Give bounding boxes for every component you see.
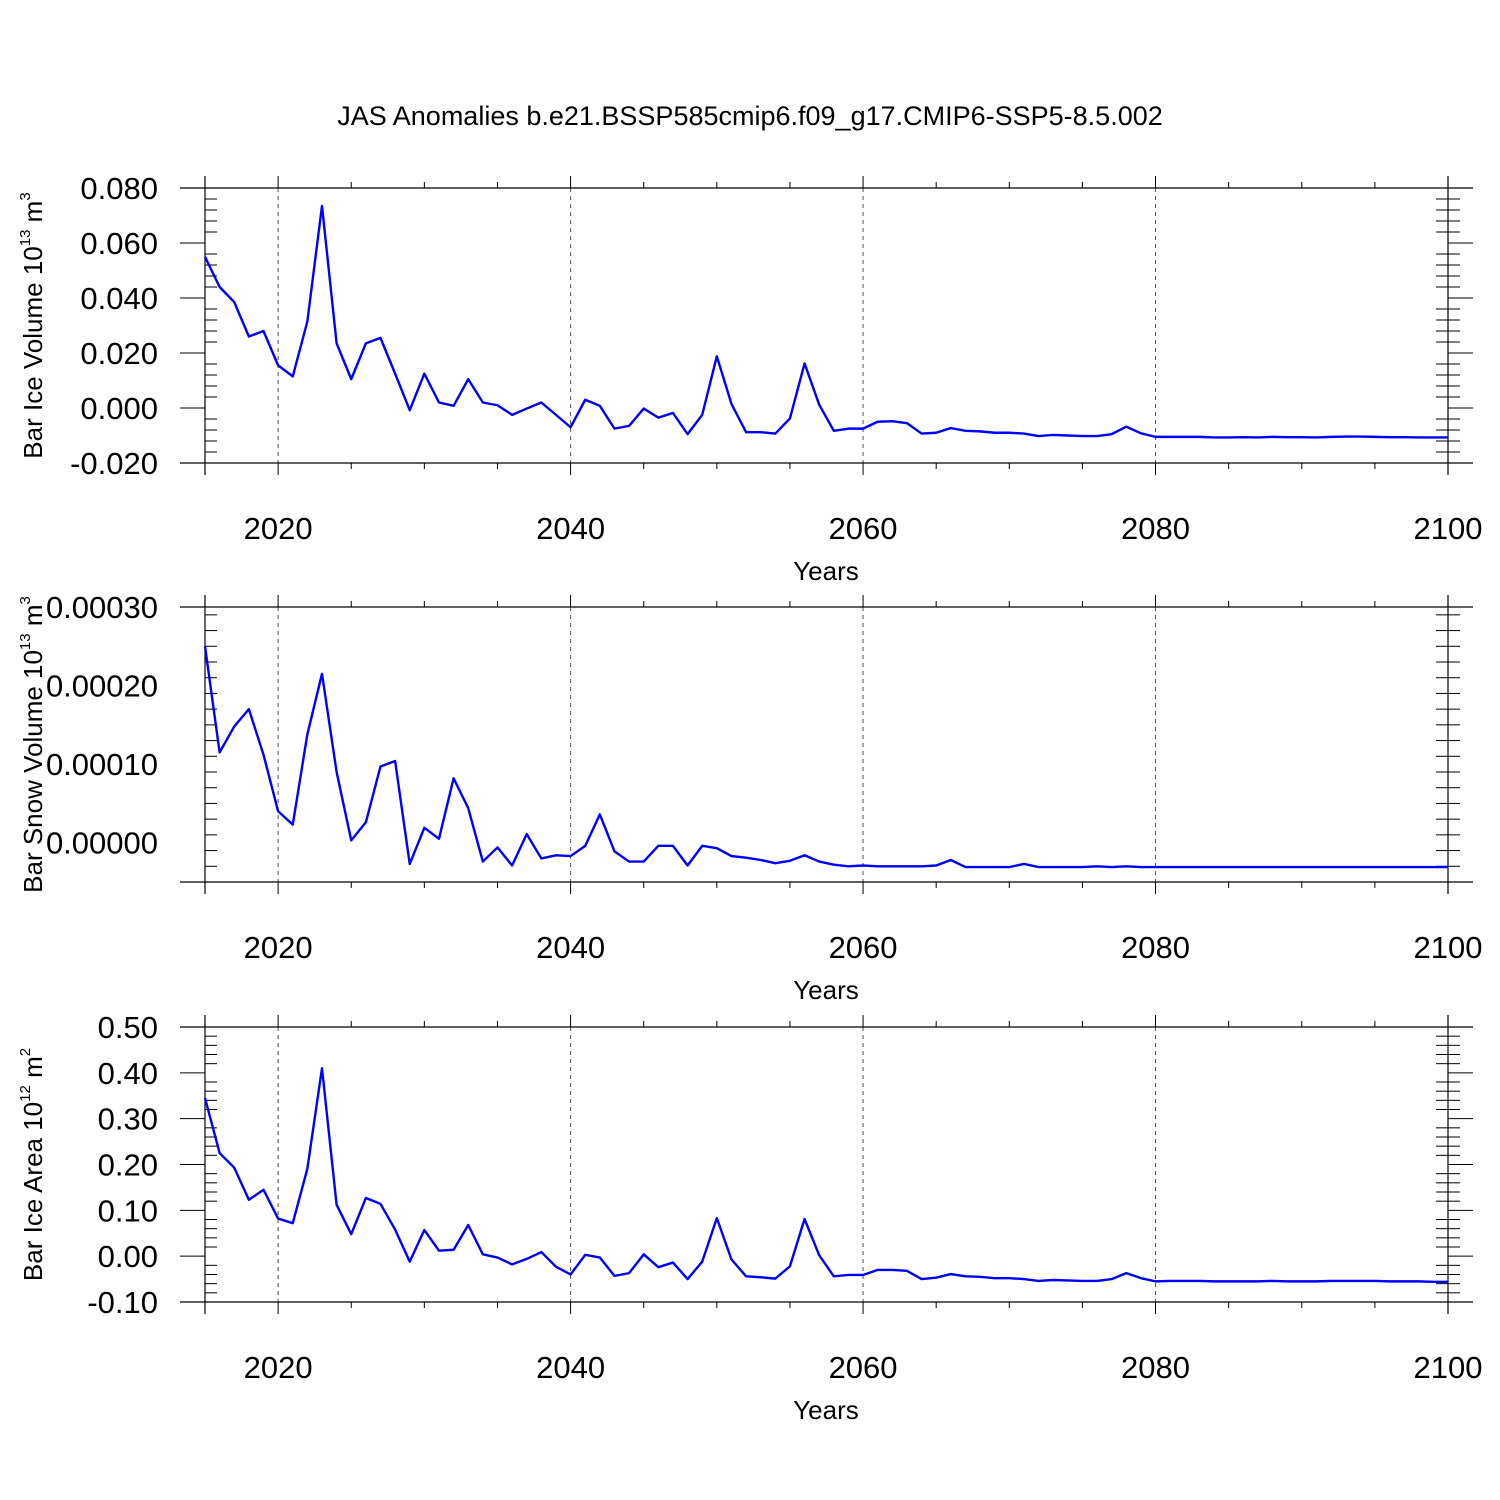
y-axis-label-text: Bar Ice Area 10 — [18, 1102, 48, 1281]
y-tick-label: 0.10 — [98, 1193, 158, 1228]
x-axis-label: Years — [793, 556, 859, 586]
y-axis-label: Bar Ice Volume 1013 m3 — [17, 192, 48, 458]
x-axis-label: Years — [793, 1395, 859, 1425]
x-tick-label: 2080 — [1121, 1350, 1190, 1385]
y-axis-label-text: Bar Snow Volume 10 — [18, 650, 48, 893]
y-axis-label: Bar Snow Volume 1013 m3 — [17, 596, 48, 893]
panel-snow-volume: 0.00030 0.00020 0.00010 0.00000 2020 2040 2060… — [17, 590, 1482, 1005]
x-tick-label: 2080 — [1121, 930, 1190, 965]
x-tick-label: 2060 — [829, 511, 898, 546]
y-tick-label: 0.040 — [80, 281, 158, 316]
x-tick-label: 2040 — [536, 930, 605, 965]
y-tick-label: 0.20 — [98, 1148, 158, 1183]
y-axis-label-unit: m — [18, 1056, 48, 1085]
y-axis-label: Bar Ice Area 1012 m2 — [17, 1048, 48, 1281]
y-tick-label: 0.30 — [98, 1102, 158, 1137]
y-tick-label: -0.020 — [70, 446, 158, 481]
y-axis-label-unit: m — [18, 604, 48, 633]
y-tick-label: -0.10 — [87, 1285, 158, 1320]
y-axis-label-exponent: 13 — [17, 633, 34, 650]
x-tick-label: 2060 — [829, 1350, 898, 1385]
x-tick-label: 2060 — [829, 930, 898, 965]
y-tick-label: 0.060 — [80, 226, 158, 261]
x-tick-label: 2040 — [536, 1350, 605, 1385]
y-tick-label: 0.40 — [98, 1056, 158, 1091]
y-tick-label: 0.00020 — [46, 669, 158, 704]
y-tick-label: 0.00000 — [46, 826, 158, 861]
panel-ice-area: 0.50 0.40 0.30 0.20 0.10 0.00 -0.10 2020 2040 206… — [17, 1010, 1482, 1425]
y-tick-label: 0.020 — [80, 336, 158, 371]
series-line — [203, 1067, 1448, 1284]
x-tick-label: 2100 — [1414, 1350, 1483, 1385]
y-axis-label-text: Bar Ice Volume 10 — [18, 246, 48, 458]
y-tick-label: 0.00 — [98, 1239, 158, 1274]
y-tick-label: 0.000 — [80, 391, 158, 426]
y-axis-label-unit: m — [18, 201, 48, 230]
y-axis-label-exponent: 13 — [17, 230, 34, 247]
x-tick-label: 2100 — [1414, 511, 1483, 546]
y-axis-label-unit-exponent: 3 — [17, 596, 34, 604]
y-axis-label-unit-exponent: 2 — [17, 1048, 34, 1056]
x-tick-label: 2100 — [1414, 930, 1483, 965]
x-tick-label: 2020 — [244, 511, 313, 546]
x-tick-label: 2080 — [1121, 511, 1190, 546]
x-tick-label: 2020 — [244, 930, 313, 965]
y-axis-label-exponent: 12 — [17, 1085, 34, 1102]
series-line — [203, 204, 1448, 439]
panel-ice-volume: 0.080 0.060 0.040 0.020 0.000 -0.020 2020 2040 2… — [17, 171, 1482, 586]
chart-title: JAS Anomalies b.e21.BSSP585cmip6.f09_g17… — [337, 101, 1163, 131]
y-tick-label: 0.00010 — [46, 747, 158, 782]
series-line — [203, 646, 1448, 869]
x-tick-label: 2040 — [536, 511, 605, 546]
x-tick-label: 2020 — [244, 1350, 313, 1385]
x-axis-label: Years — [793, 975, 859, 1005]
y-axis-label-unit-exponent: 3 — [17, 192, 34, 200]
y-tick-label: 0.50 — [98, 1010, 158, 1045]
y-tick-label: 0.080 — [80, 171, 158, 206]
y-tick-label: 0.00030 — [46, 590, 158, 625]
